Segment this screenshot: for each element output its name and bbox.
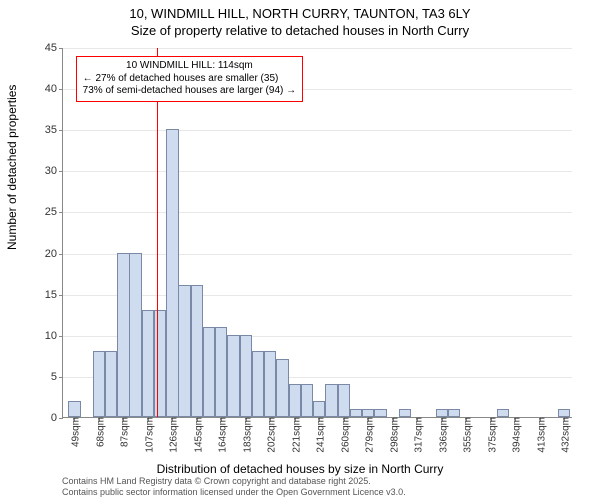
xtick-label: 87sqm [116,417,131,447]
grid-line [63,130,572,131]
footer-note: Contains HM Land Registry data © Crown c… [62,476,406,498]
xtick-label: 202sqm [263,417,278,453]
ytick-label: 10 [45,330,63,342]
ytick-label: 45 [45,42,63,54]
callout-line1: 10 WINDMILL HILL: 114sqm [83,60,296,73]
xtick-label: 279sqm [361,417,376,453]
histogram-bar [227,335,239,417]
xtick-label: 317sqm [410,417,425,453]
ytick-label: 40 [45,83,63,95]
ytick-label: 35 [45,124,63,136]
xtick-label: 298sqm [385,417,400,453]
xtick-label: 164sqm [214,417,229,453]
xtick-label: 49sqm [67,417,82,447]
histogram-bar [301,384,313,417]
title-line-1: 10, WINDMILL HILL, NORTH CURRY, TAUNTON,… [0,6,600,23]
xtick-label: 126sqm [165,417,180,453]
xtick-label: 107sqm [140,417,155,453]
histogram-bar [558,409,570,417]
histogram-bar [93,351,105,417]
histogram-bar [350,409,362,417]
histogram-bar [203,327,215,417]
chart-container: 10, WINDMILL HILL, NORTH CURRY, TAUNTON,… [0,0,600,500]
histogram-bar [497,409,509,417]
footer-line-2: Contains public sector information licen… [62,487,406,498]
histogram-bar [362,409,374,417]
xtick-label: 241sqm [312,417,327,453]
histogram-bar [448,409,460,417]
xtick-label: 145sqm [189,417,204,453]
xtick-label: 394sqm [508,417,523,453]
grid-line [63,171,572,172]
xtick-label: 413sqm [532,417,547,453]
reference-line [157,48,158,417]
ytick-label: 25 [45,206,63,218]
histogram-bar [252,351,264,417]
xtick-label: 375sqm [483,417,498,453]
histogram-bar [264,351,276,417]
xtick-label: 336sqm [434,417,449,453]
histogram-bar [276,359,288,417]
chart-titles: 10, WINDMILL HILL, NORTH CURRY, TAUNTON,… [0,0,600,40]
histogram-bar [399,409,411,417]
histogram-bar [154,310,166,417]
histogram-bar [289,384,301,417]
y-axis-label: Number of detached properties [5,85,19,250]
grid-line [63,212,572,213]
grid-line [63,48,572,49]
histogram-bar [240,335,252,417]
xtick-label: 221sqm [287,417,302,453]
histogram-bar [313,401,325,417]
xtick-label: 260sqm [336,417,351,453]
callout-line3: 73% of semi-detached houses are larger (… [83,85,296,98]
xtick-label: 68sqm [91,417,106,447]
plot-area: 05101520253035404549sqm68sqm87sqm107sqm1… [62,48,572,418]
callout-line2: ← 27% of detached houses are smaller (35… [83,73,296,86]
callout-box: 10 WINDMILL HILL: 114sqm← 27% of detache… [76,56,303,102]
histogram-bar [374,409,386,417]
footer-line-1: Contains HM Land Registry data © Crown c… [62,476,406,487]
ytick-label: 15 [45,289,63,301]
histogram-bar [105,351,117,417]
histogram-bar [338,384,350,417]
histogram-bar [191,285,203,417]
plot-surface: 05101520253035404549sqm68sqm87sqm107sqm1… [62,48,572,418]
xtick-label: 432sqm [557,417,572,453]
histogram-bar [129,253,141,417]
histogram-bar [178,285,190,417]
y-axis-label-text: Number of detached properties [5,85,19,250]
x-axis-label: Distribution of detached houses by size … [0,462,600,476]
ytick-label: 20 [45,248,63,260]
histogram-bar [325,384,337,417]
ytick-label: 0 [51,412,63,424]
ytick-label: 30 [45,165,63,177]
histogram-bar [117,253,129,417]
xtick-label: 183sqm [238,417,253,453]
histogram-bar [436,409,448,417]
histogram-bar [68,401,80,417]
histogram-bar [142,310,154,417]
histogram-bar [166,129,178,417]
xtick-label: 355sqm [459,417,474,453]
title-line-2: Size of property relative to detached ho… [0,23,600,40]
histogram-bar [215,327,227,417]
ytick-label: 5 [51,371,63,383]
